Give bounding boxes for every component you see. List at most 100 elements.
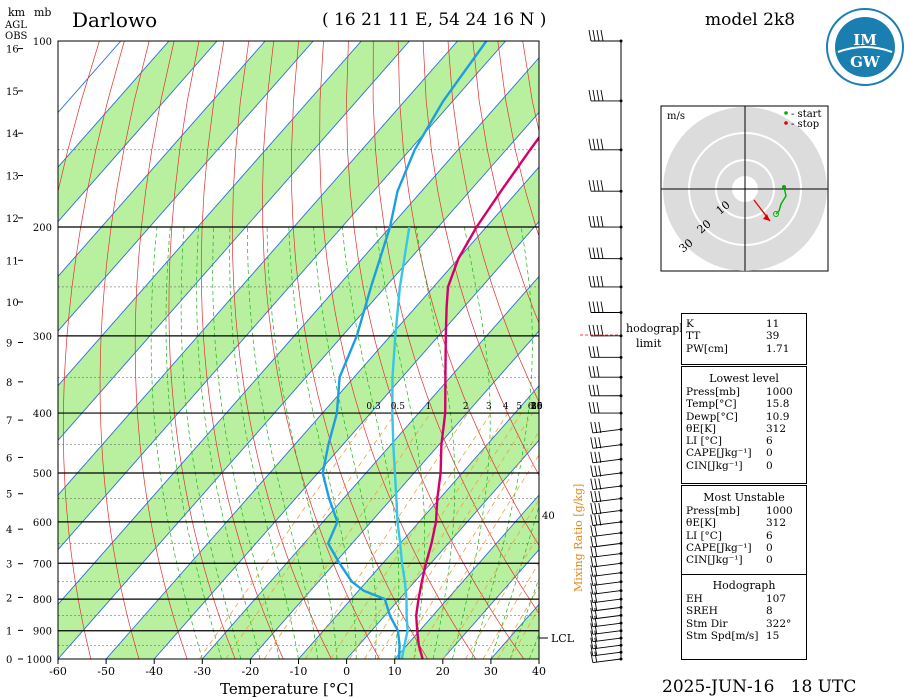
- wind-barb-feather: [600, 89, 604, 101]
- lowest-level-label: LI [°C]: [686, 435, 722, 448]
- wind-barb-staff: [592, 658, 622, 664]
- isotherm-line: [58, 41, 314, 332]
- hodograph-box-value: 8: [766, 605, 773, 618]
- isotherm-line: [58, 41, 458, 496]
- moist-adiabat: [375, 226, 426, 659]
- most-unstable-value: 312: [766, 517, 787, 530]
- wind-barb-feather: [590, 514, 594, 526]
- dry-adiabat: [472, 41, 539, 324]
- moist-adiabat: [313, 226, 377, 659]
- wind-barb-staff: [592, 572, 622, 577]
- wind-barb-feather: [596, 275, 600, 287]
- most-unstable-value: 0: [766, 554, 773, 567]
- lowest-level-box: Lowest level Press[mb] 1000 Temp[°C] 15.8 De…: [681, 366, 807, 484]
- storm-motion-arrowhead: [763, 214, 770, 221]
- wind-barb-feather: [592, 346, 596, 358]
- wind-barb-feather: [588, 138, 592, 150]
- wind-barb-feather: [590, 644, 594, 656]
- wind-barb-feather: [596, 29, 600, 42]
- wind-barb-feather: [594, 555, 598, 567]
- lowest-level-title: Lowest level: [709, 372, 779, 385]
- moist-adiabat: [415, 226, 456, 659]
- wind-barb-feather: [592, 29, 596, 42]
- mixing-ratio-value-label: 10: [531, 402, 543, 412]
- x-tick-label: -60: [49, 665, 67, 678]
- logo-wave: [837, 46, 893, 53]
- wind-barb-staff: [592, 651, 622, 657]
- wind-barb-feather: [594, 478, 598, 490]
- wind-barb-feather: [588, 247, 592, 259]
- pressure-tick-label: 400: [33, 409, 52, 420]
- hodograph-limit-line1: hodograph: [626, 322, 686, 335]
- hodograph-box-row: SREH 8: [682, 605, 806, 617]
- pressure-tick-label: 900: [33, 627, 52, 638]
- pressure-tick-label: 100: [33, 37, 52, 48]
- wind-barb-feather: [600, 324, 604, 336]
- wind-barb-feather: [596, 215, 600, 228]
- km-tick-label: 10: [6, 298, 19, 309]
- wind-barb-staff: [592, 485, 622, 491]
- wind-barb-staff: [592, 521, 622, 526]
- wind-barb-feather: [598, 514, 602, 526]
- index-k-label: K: [686, 318, 694, 330]
- mb-unit: mb: [34, 6, 51, 19]
- isotherm-band: [58, 57, 539, 659]
- wind-barb-feather: [590, 555, 594, 567]
- x-tick-label: 30: [484, 665, 498, 678]
- moist-adiabat: [529, 633, 539, 659]
- lowest-level-value: 1000: [766, 386, 793, 398]
- hodograph-stop-ring: [773, 211, 779, 217]
- lowest-level-label: CAPE[Jkg⁻¹]: [686, 447, 752, 460]
- km-tick-label: 11: [6, 256, 19, 267]
- isotherm-line: [58, 41, 410, 442]
- pressure-tick-label: 600: [33, 518, 52, 529]
- most-unstable-box: Most Unstable Press[mb] 1000 θE[K] 312 LI [°…: [681, 485, 807, 578]
- lowest-level-row: LI [°C] 6: [682, 435, 806, 447]
- x-tick-label: 0: [343, 665, 350, 678]
- isotherm-line: [58, 41, 218, 223]
- wind-barb-feather: [590, 491, 594, 503]
- wind-barb-feather: [598, 478, 602, 490]
- hodograph-box-row: Stm Spd[m/s] 15: [682, 630, 806, 642]
- profile-line-1: [321, 41, 488, 659]
- legend-start-dot: [784, 111, 788, 115]
- km-tick-label: 12: [6, 214, 19, 225]
- km-tick-label: 2: [6, 593, 12, 604]
- dry-adiabat: [447, 41, 539, 403]
- wind-barb-feather: [594, 465, 598, 477]
- x-tick-label: -30: [193, 665, 211, 678]
- index-row-pw: PW[cm] 1.71: [682, 343, 806, 355]
- wind-barb-feather: [598, 465, 602, 477]
- wind-barb-feather: [594, 623, 598, 635]
- wind-barb-feather: [590, 591, 594, 603]
- wind-barb-staff: [592, 581, 622, 586]
- wind-barb-feather: [590, 607, 594, 620]
- valid-hour: 18 UTC: [790, 677, 857, 697]
- most-unstable-row: θE[K] 312: [682, 517, 806, 529]
- wind-barb-feather: [590, 546, 594, 558]
- most-unstable-label: Press[mb]: [686, 505, 740, 517]
- wind-barb-column: [588, 29, 623, 664]
- moist-adiabat: [266, 226, 338, 659]
- wind-barb-feather: [590, 630, 594, 642]
- index-pw-label: PW[cm]: [686, 342, 728, 355]
- most-unstable-label: CAPE[Jkg⁻¹]: [686, 541, 752, 554]
- wind-barb-staff: [592, 590, 622, 595]
- hodograph-box-label: EH: [686, 593, 703, 605]
- wind-barb-feather: [596, 402, 600, 414]
- dry-adiabat: [821, 41, 910, 659]
- dry-adiabat: [134, 41, 188, 659]
- hodograph-box-label: Stm Spd[m/s]: [686, 629, 759, 642]
- mixing-ratio-value-label: 30: [531, 402, 543, 412]
- pressure-tick-label: 500: [33, 469, 52, 480]
- isotherm-line: [105, 166, 539, 659]
- isotherm-line: [250, 330, 539, 659]
- wind-barb-feather: [594, 421, 598, 433]
- wind-barb-feather: [600, 247, 604, 259]
- most-unstable-label: LI [°C]: [686, 529, 722, 542]
- mixing-ratio-value-label: 1: [426, 402, 432, 412]
- wind-barb-staff: [592, 444, 622, 449]
- wind-barb-feather: [588, 366, 592, 378]
- wind-barb-feather: [596, 384, 600, 396]
- wind-barb-feather: [592, 384, 596, 396]
